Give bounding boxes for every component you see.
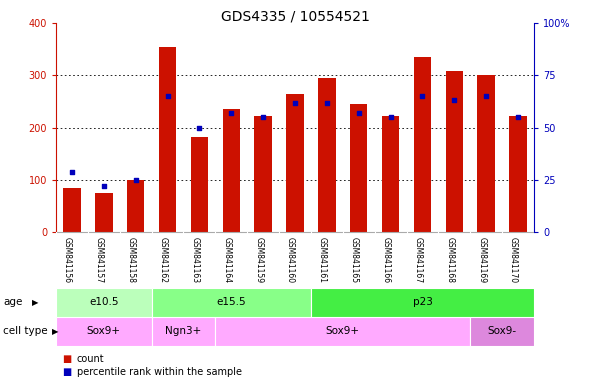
Bar bbox=[477, 75, 495, 232]
Point bbox=[450, 98, 459, 104]
Bar bbox=[191, 137, 208, 232]
Point bbox=[354, 110, 363, 116]
Bar bbox=[382, 116, 399, 232]
Text: GSM841159: GSM841159 bbox=[254, 237, 263, 283]
Text: ■: ■ bbox=[62, 367, 71, 377]
Text: GDS4335 / 10554521: GDS4335 / 10554521 bbox=[221, 10, 369, 23]
Text: e10.5: e10.5 bbox=[89, 297, 119, 308]
Point bbox=[99, 183, 109, 189]
Point bbox=[67, 169, 77, 175]
Text: GSM841170: GSM841170 bbox=[509, 237, 518, 283]
Point bbox=[163, 93, 172, 99]
Text: GSM841169: GSM841169 bbox=[477, 237, 486, 283]
Text: GSM841166: GSM841166 bbox=[382, 237, 391, 283]
Text: GSM841163: GSM841163 bbox=[191, 237, 199, 283]
Bar bbox=[318, 78, 336, 232]
Text: cell type: cell type bbox=[3, 326, 48, 336]
Point bbox=[195, 124, 204, 131]
Bar bbox=[222, 109, 240, 232]
Text: GSM841164: GSM841164 bbox=[222, 237, 231, 283]
Text: Sox9+: Sox9+ bbox=[87, 326, 121, 336]
Bar bbox=[509, 116, 527, 232]
Text: count: count bbox=[77, 354, 104, 364]
Bar bbox=[254, 116, 272, 232]
Bar bbox=[152, 317, 215, 346]
Text: Sox9-: Sox9- bbox=[487, 326, 517, 336]
Bar bbox=[63, 188, 81, 232]
Text: ▶: ▶ bbox=[32, 298, 39, 307]
Text: e15.5: e15.5 bbox=[217, 297, 246, 308]
Bar bbox=[414, 57, 431, 232]
Bar bbox=[311, 288, 534, 317]
Point bbox=[418, 93, 427, 99]
Point bbox=[290, 99, 300, 106]
Point bbox=[386, 114, 395, 120]
Text: age: age bbox=[3, 297, 22, 308]
Bar bbox=[286, 94, 304, 232]
Point bbox=[322, 99, 332, 106]
Text: GSM841161: GSM841161 bbox=[318, 237, 327, 283]
Bar bbox=[350, 104, 368, 232]
Bar bbox=[95, 193, 113, 232]
Text: GSM841157: GSM841157 bbox=[95, 237, 104, 283]
Point bbox=[227, 110, 236, 116]
Text: percentile rank within the sample: percentile rank within the sample bbox=[77, 367, 242, 377]
Point bbox=[481, 93, 491, 99]
Bar bbox=[215, 317, 470, 346]
Text: Sox9+: Sox9+ bbox=[326, 326, 360, 336]
Bar bbox=[445, 71, 463, 232]
Bar bbox=[127, 180, 145, 232]
Text: GSM841167: GSM841167 bbox=[414, 237, 422, 283]
Text: ▶: ▶ bbox=[52, 327, 58, 336]
Text: GSM841168: GSM841168 bbox=[445, 237, 454, 283]
Text: GSM841156: GSM841156 bbox=[63, 237, 72, 283]
Bar bbox=[152, 288, 311, 317]
Text: GSM841158: GSM841158 bbox=[127, 237, 136, 283]
Point bbox=[258, 114, 268, 120]
Text: ■: ■ bbox=[62, 354, 71, 364]
Point bbox=[131, 177, 140, 183]
Text: p23: p23 bbox=[412, 297, 432, 308]
Bar bbox=[159, 46, 176, 232]
Point bbox=[513, 114, 523, 120]
Text: GSM841165: GSM841165 bbox=[350, 237, 359, 283]
Bar bbox=[56, 317, 152, 346]
Text: GSM841162: GSM841162 bbox=[159, 237, 168, 283]
Bar bbox=[56, 288, 152, 317]
Text: GSM841160: GSM841160 bbox=[286, 237, 295, 283]
Bar bbox=[470, 317, 534, 346]
Text: Ngn3+: Ngn3+ bbox=[165, 326, 202, 336]
